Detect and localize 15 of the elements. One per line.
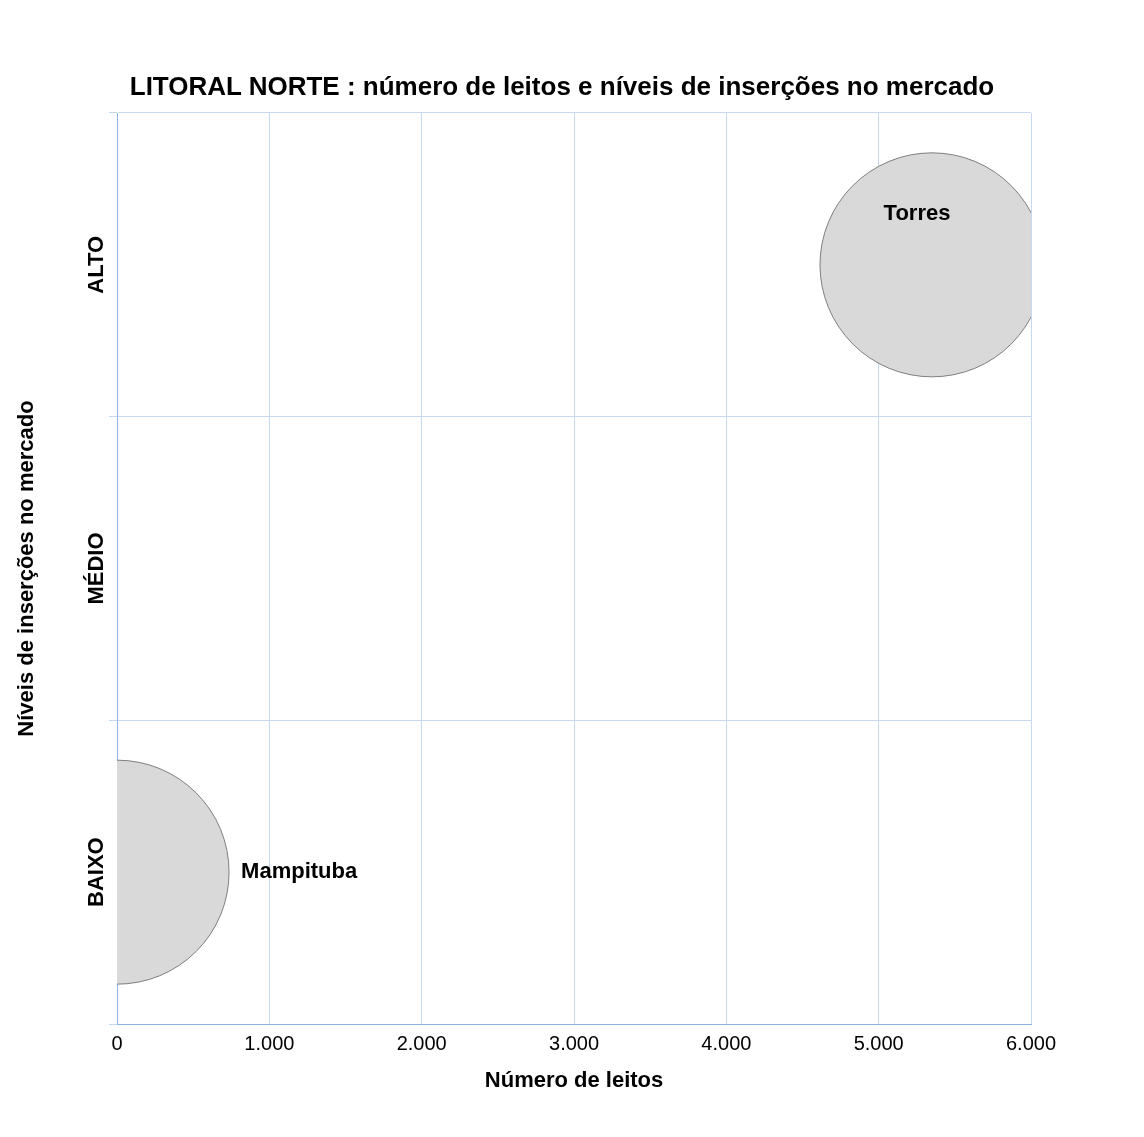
x-tick-label: 3.000	[549, 1031, 600, 1054]
x-tick-label: 0	[111, 1031, 123, 1054]
y-tick-label: ALTO	[83, 235, 109, 294]
x-tick-label: 6.000	[1005, 1031, 1057, 1054]
x-tick-label: 5.000	[853, 1031, 904, 1054]
y-tick-label: BAIXO	[83, 837, 109, 908]
series-label: Mampituba	[241, 858, 358, 884]
chart-title: LITORAL NORTE : número de leitos e níveis de inserções no mercado	[129, 70, 995, 101]
y-axis-title: Níveis de inserções no mercado	[13, 400, 39, 737]
series-label: Torres	[883, 200, 951, 226]
x-axis-title: Número de leitos	[484, 1067, 664, 1093]
y-tick-label: MÉDIO	[83, 532, 109, 605]
x-tick-label: 4.000	[701, 1031, 752, 1054]
x-tick-label: 1.000	[244, 1031, 295, 1054]
x-tick-label: 2.000	[396, 1031, 447, 1054]
